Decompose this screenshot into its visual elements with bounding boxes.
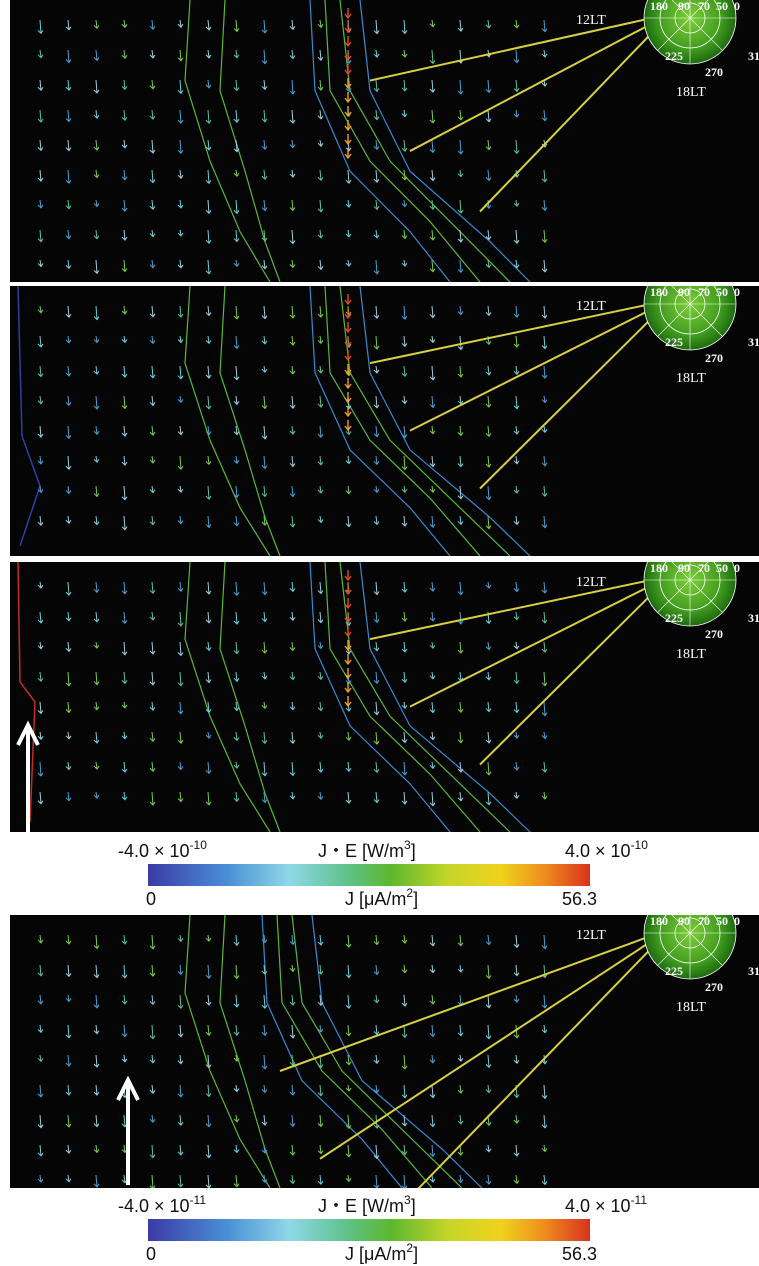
colorbar-gradient: [148, 864, 590, 886]
j-title: J [μA/m2]: [345, 886, 418, 909]
panel: 12LT 18LT 180 90 70 50 0 225 270 315: [10, 887, 759, 1208]
panel: 12LT 18LT 180 90 70 50 0 225 270 315: [10, 534, 759, 832]
polar-label: 90: [678, 285, 690, 299]
je-max-part: -10: [631, 838, 649, 852]
j-title-part: J [μA/m: [345, 889, 406, 909]
polar-label: 50: [716, 914, 728, 928]
panel-content: 12LT 18LT 180 90 70 50 0 225 270 315: [10, 534, 759, 832]
polar-label: 70: [698, 561, 710, 575]
noon-label: 12LT: [576, 13, 606, 28]
polar-label: 270: [705, 980, 723, 994]
j-min: 0: [146, 1244, 156, 1264]
polar-label: 180: [650, 561, 668, 575]
je-title: J・E [W/m3]: [318, 1193, 416, 1216]
panel-background: [10, 286, 759, 556]
j-min: 0: [146, 889, 156, 909]
je-title-part: ]: [411, 1196, 416, 1216]
dusk-label: 18LT: [676, 1000, 706, 1015]
polar-label: 315: [748, 335, 759, 349]
colorbar: -4.0 × 10-11J・E [W/m3]4.0 × 10-110J [μA/…: [118, 1193, 647, 1264]
polar-label: 90: [678, 561, 690, 575]
je-max-part: -11: [631, 1193, 648, 1207]
je-max-part: 4.0 × 10: [565, 841, 631, 861]
dusk-label: 18LT: [676, 371, 706, 386]
je-min: -4.0 × 10-10: [118, 838, 207, 861]
polar-label: 225: [665, 335, 683, 349]
j-title: J [μA/m2]: [345, 1241, 418, 1264]
polar-label: 270: [705, 351, 723, 365]
je-title-part: ]: [411, 841, 416, 861]
colorbar: -4.0 × 10-10J・E [W/m3]4.0 × 10-100J [μA/…: [118, 838, 648, 909]
polar-label: 50: [716, 561, 728, 575]
polar-label: 50: [716, 0, 728, 13]
figure: 12LT 18LT 180 90 70 50 0 225 270 315 12LT 18LT 180 90…: [0, 0, 759, 1266]
polar-label: 315: [748, 49, 759, 63]
panel: 12LT 18LT 180 90 70 50 0 225 270 315: [10, 258, 759, 556]
polar-label: 70: [698, 0, 710, 13]
polar-label: 90: [678, 914, 690, 928]
je-min-part: -4.0 × 10: [118, 841, 190, 861]
polar-label: 225: [665, 611, 683, 625]
polar-label: 90: [678, 0, 690, 13]
polar-label: 0: [734, 561, 740, 575]
je-min-part: -11: [190, 1193, 207, 1207]
panel-content: 12LT 18LT 180 90 70 50 0 225 270 315: [10, 258, 759, 556]
polar-label: 180: [650, 0, 668, 13]
colorbar-gradient: [148, 1219, 590, 1241]
je-title: J・E [W/m3]: [318, 838, 416, 861]
j-max: 56.3: [562, 889, 597, 909]
je-max: 4.0 × 10-10: [565, 838, 648, 861]
polar-label: 0: [734, 285, 740, 299]
polar-label: 0: [734, 0, 740, 13]
polar-label: 315: [748, 964, 759, 978]
je-min-part: -10: [190, 838, 208, 852]
polar-label: 270: [705, 627, 723, 641]
polar-label: 180: [650, 914, 668, 928]
polar-label: 0: [734, 914, 740, 928]
panel-background: [10, 562, 759, 832]
noon-label: 12LT: [576, 299, 606, 314]
dusk-label: 18LT: [676, 85, 706, 100]
panel-content: 12LT 18LT 180 90 70 50 0 225 270 315: [10, 0, 759, 282]
j-title-part: J [μA/m: [345, 1244, 406, 1264]
polar-label: 270: [705, 65, 723, 79]
noon-label: 12LT: [576, 575, 606, 590]
polar-label: 70: [698, 914, 710, 928]
polar-label: 70: [698, 285, 710, 299]
je-title-part: J・E [W/m: [318, 1196, 404, 1216]
dusk-label: 18LT: [676, 647, 706, 662]
noon-label: 12LT: [576, 928, 606, 943]
je-max-part: 4.0 × 10: [565, 1196, 631, 1216]
je-min-part: -4.0 × 10: [118, 1196, 190, 1216]
panel-content: 12LT 18LT 180 90 70 50 0 225 270 315: [10, 887, 759, 1208]
panel-background: [10, 915, 759, 1188]
j-title-part: ]: [413, 889, 418, 909]
polar-label: 225: [665, 964, 683, 978]
panel: 12LT 18LT 180 90 70 50 0 225 270 315: [10, 0, 759, 282]
panel-background: [10, 0, 759, 282]
polar-label: 180: [650, 285, 668, 299]
je-min: -4.0 × 10-11: [118, 1193, 206, 1216]
je-max: 4.0 × 10-11: [565, 1193, 647, 1216]
j-max: 56.3: [562, 1244, 597, 1264]
je-title-part: J・E [W/m: [318, 841, 404, 861]
j-title-part: ]: [413, 1244, 418, 1264]
polar-label: 225: [665, 49, 683, 63]
polar-label: 50: [716, 285, 728, 299]
polar-label: 315: [748, 611, 759, 625]
